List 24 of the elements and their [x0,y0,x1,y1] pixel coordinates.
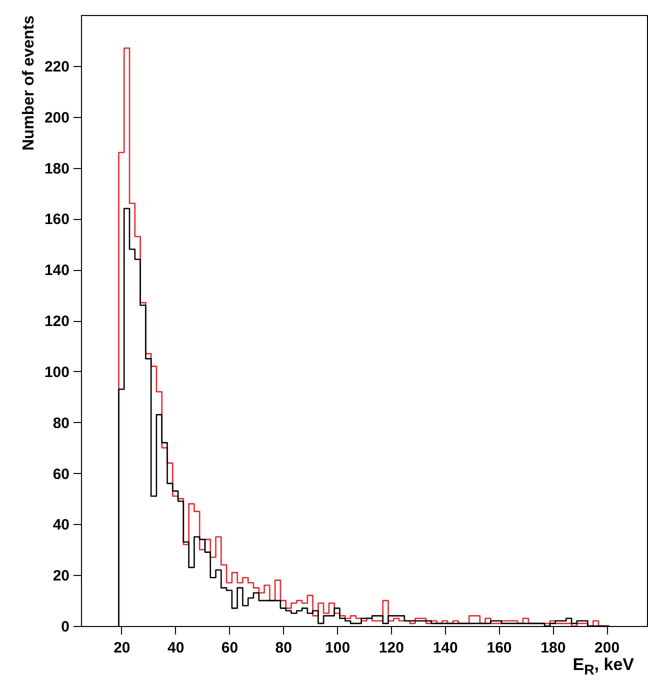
x-tick-label: 120 [378,640,404,656]
y-tick-label: 80 [52,414,70,432]
y-tick-label: 120 [44,313,70,330]
y-tick-label: 180 [44,160,70,178]
x-tick-label: 80 [275,640,292,656]
x-tick-label: 180 [540,640,566,656]
y-axis-title: Number of events [20,15,38,151]
x-tick-label: 160 [486,640,512,656]
x-tick-label: 60 [221,640,238,656]
y-tick-label: 60 [52,466,70,483]
y-tick-label: 200 [44,109,70,126]
x-tick-label: 20 [114,640,130,656]
x-tick-label: 140 [432,640,458,656]
y-tick-label: 20 [52,568,70,585]
x-tick-label: 100 [325,640,350,656]
y-tick-label: 100 [44,364,70,381]
x-tick-label: 200 [594,640,620,656]
x-tick-label: 40 [167,640,184,656]
y-tick-label: 0 [61,618,70,636]
y-tick-label: 220 [44,58,70,76]
y-tick-label: 140 [44,262,70,280]
y-tick-label: 40 [52,516,70,534]
y-tick-label: 160 [44,211,70,228]
x-axis-title: E$_{R}$, keV [572,655,634,680]
